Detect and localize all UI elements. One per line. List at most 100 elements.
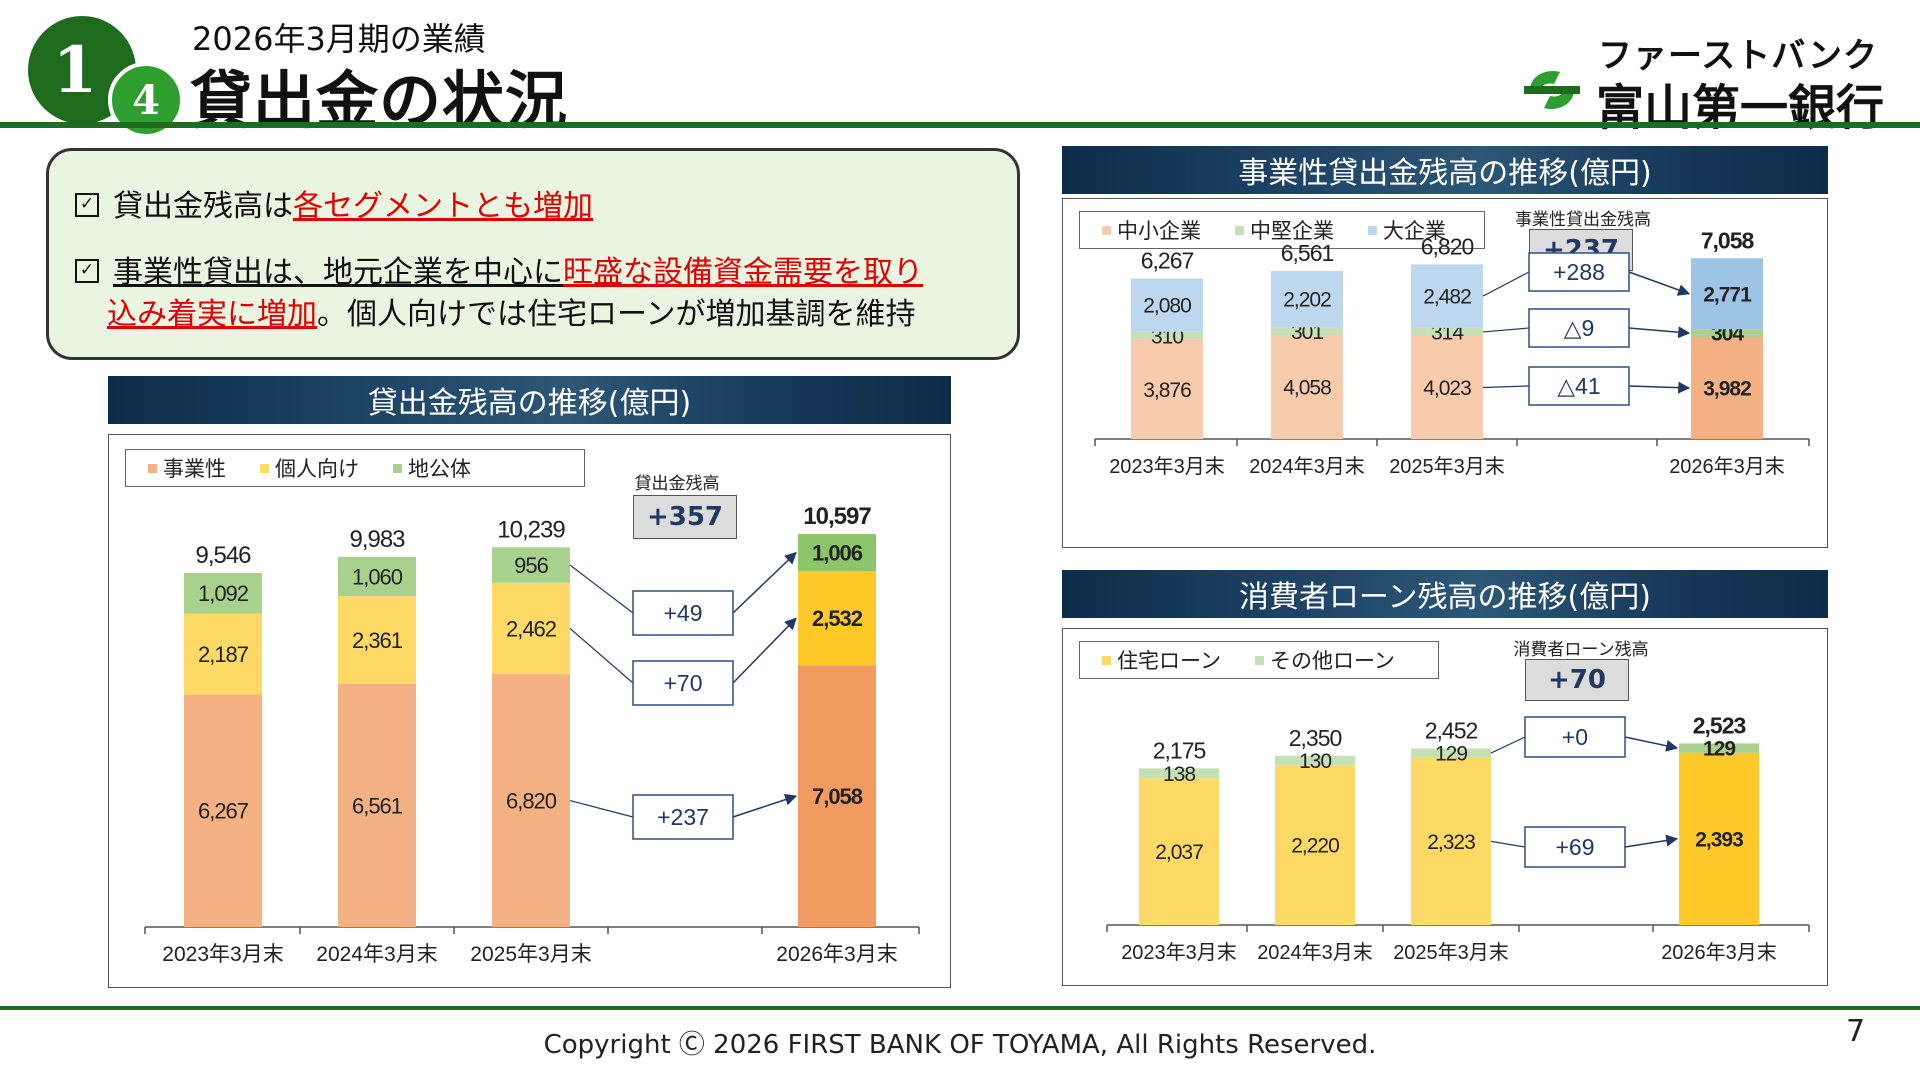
change-box: [1524, 826, 1626, 868]
x-tick-label: 2024年3月末: [316, 943, 437, 966]
summary-text: 貸出金残高は: [113, 189, 293, 224]
legend-item: 大企業: [1368, 215, 1446, 245]
total-caption: 貸出金残高: [634, 474, 720, 494]
summary-highlight: 込み着実に増加: [107, 297, 317, 332]
total-caption: 消費者ローン残高: [1513, 640, 1649, 660]
legend-item: その他ローン: [1254, 645, 1395, 675]
change-value: △9: [1564, 315, 1594, 341]
bar-segment: [1271, 335, 1343, 439]
summary-highlight: 各セグメントとも増加: [293, 189, 593, 224]
bar-total-label: 6,267: [1141, 248, 1194, 274]
bar-segment: [1411, 335, 1483, 439]
change-value: +288: [1553, 259, 1605, 285]
bar-segment: [1271, 327, 1343, 336]
change-value: △41: [1557, 373, 1600, 399]
bar-value-label: 2,323: [1427, 831, 1475, 854]
legend-item: 事業性: [148, 453, 226, 483]
legend-swatch: [1102, 225, 1111, 235]
bar-value-label: 138: [1163, 763, 1195, 786]
legend-item: 地公体: [393, 453, 471, 483]
bank-logo-icon: [1524, 70, 1580, 110]
change-box: [1524, 716, 1626, 758]
loans-chart-banner: 貸出金残高の推移(億円): [108, 376, 951, 424]
bar-value-label: 2,462: [506, 616, 557, 641]
bar-segment: [1691, 258, 1763, 330]
logo-kana: ファーストバンク: [1598, 36, 1878, 76]
bar-value-label: 7,058: [812, 784, 863, 809]
change-box: [1528, 252, 1630, 292]
change-connector: [1482, 385, 1530, 389]
bar-segment: [492, 674, 570, 927]
change-arrow: [1628, 381, 1691, 394]
business-chart-panel: 中小企業 中堅企業 大企業 事業性貸出金残高 +237 3,876 310 2,08…: [1062, 198, 1828, 548]
bar-segment: [798, 665, 876, 927]
bar-value-label: 1,092: [198, 581, 249, 606]
bar-segment: [1139, 778, 1219, 925]
bar-value-label: 3,876: [1143, 379, 1191, 402]
bar-value-label: 4,023: [1423, 377, 1471, 400]
bar-total-label: 9,983: [349, 526, 405, 553]
change-connector: [1490, 736, 1526, 754]
consumer-chart-banner: 消費者ローン残高の推移(億円): [1062, 570, 1828, 618]
bar-value-label: 129: [1703, 738, 1735, 761]
bar-segment: [798, 571, 876, 666]
bar-value-label: 1,006: [812, 541, 863, 566]
bar-segment: [1131, 339, 1203, 439]
change-box: [632, 590, 734, 636]
legend-swatch: [1368, 225, 1377, 235]
bar-total-label: 9,546: [195, 542, 251, 569]
change-arrow: [1628, 271, 1691, 296]
summary-highlight: 旺盛な設備資金需要を取り: [563, 255, 923, 290]
change-box: [1528, 308, 1630, 348]
x-tick-label: 2025年3月末: [1393, 941, 1509, 964]
x-tick-label: 2024年3月末: [1257, 941, 1373, 964]
x-tick-label: 2023年3月末: [162, 943, 283, 966]
bar-value-label: 1,060: [352, 564, 403, 589]
bar-value-label: 6,267: [198, 799, 249, 824]
bar-segment: [184, 613, 262, 695]
change-box: [632, 660, 734, 706]
summary-point-2: ✓ 事業性貸出は、地元企業を中心に旺盛な設備資金需要を取り: [75, 247, 923, 291]
bar-value-label: 2,202: [1283, 289, 1331, 312]
header-divider: [0, 122, 1920, 128]
total-change-badge: +70: [1525, 659, 1629, 701]
bar-segment: [1411, 748, 1491, 758]
change-connector: [569, 627, 634, 684]
bar-value-label: 2,771: [1703, 283, 1752, 306]
legend-swatch: [1254, 655, 1264, 665]
bar-segment: [1411, 264, 1483, 328]
change-box: [632, 794, 734, 840]
x-tick-label: 2026年3月末: [776, 943, 897, 966]
change-value: +237: [657, 804, 709, 830]
legend-item: 住宅ローン: [1102, 645, 1221, 675]
legend-item: 個人向け: [260, 453, 359, 483]
business-bar-chart: 3,8763102,0806,2672023年3月末4,0583012,2026…: [1094, 227, 1810, 478]
bar-value-label: 2,482: [1423, 286, 1471, 309]
bar-segment: [1411, 327, 1483, 336]
bar-segment: [184, 573, 262, 614]
x-tick-label: 2025年3月末: [470, 943, 591, 966]
bar-segment: [338, 596, 416, 684]
change-value: +0: [1562, 724, 1588, 750]
change-connector: [1482, 271, 1530, 297]
page-subtitle: 2026年3月期の業績: [192, 20, 486, 58]
change-value: +69: [1555, 834, 1594, 860]
bar-value-label: 3,982: [1703, 378, 1751, 401]
bar-total-label: 6,820: [1421, 233, 1474, 259]
bar-segment: [1271, 270, 1343, 328]
bar-segment: [338, 556, 416, 597]
bar-total-label: 10,597: [803, 503, 871, 530]
legend-swatch: [1102, 655, 1111, 665]
legend-swatch: [148, 463, 157, 473]
bar-value-label: 2,532: [812, 606, 863, 631]
legend-swatch: [393, 463, 402, 473]
checkbox-icon: ✓: [75, 258, 99, 283]
bar-total-label: 2,350: [1289, 725, 1342, 751]
x-tick-label: 2023年3月末: [1109, 455, 1225, 478]
bar-segment: [798, 534, 876, 572]
change-arrow: [1628, 326, 1691, 339]
checkbox-icon: ✓: [75, 192, 99, 217]
change-value: +70: [663, 670, 702, 696]
bar-segment: [1679, 752, 1759, 925]
